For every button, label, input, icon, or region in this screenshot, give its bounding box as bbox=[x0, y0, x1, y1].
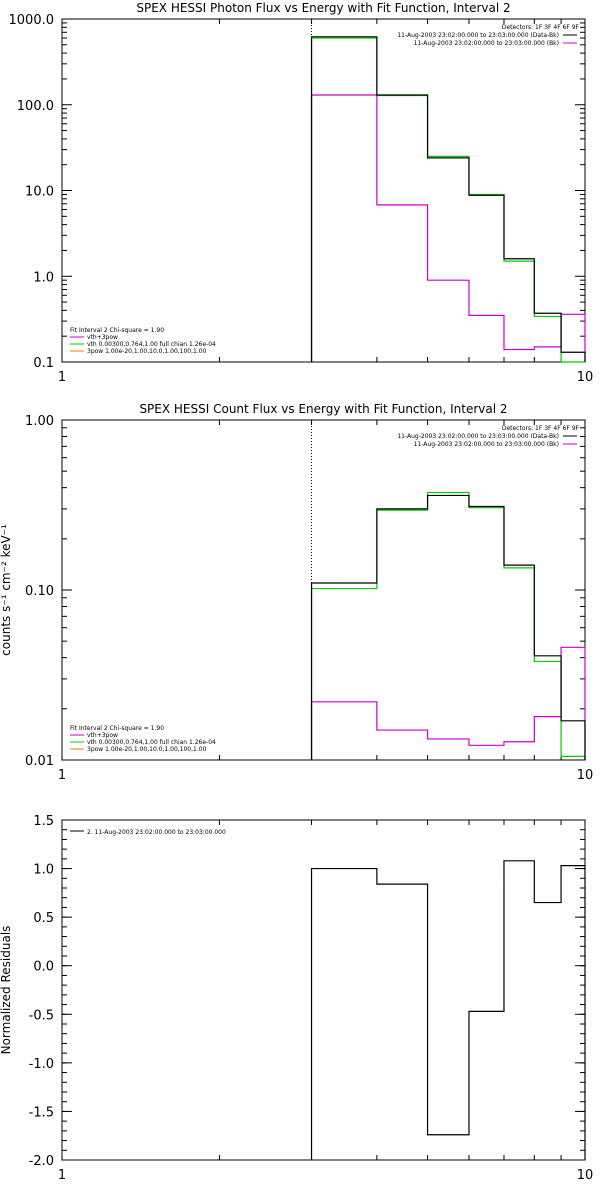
x-tick-label: 10 bbox=[577, 370, 594, 385]
y-axis-label: Normalized Residuals bbox=[0, 926, 13, 1055]
plot-frame bbox=[61, 419, 586, 761]
y-axis-label: counts s⁻¹ cm⁻² keV⁻¹ bbox=[0, 524, 13, 656]
y-tick-label: -2.0 bbox=[29, 1154, 54, 1169]
legend-label: vth 0.00300,0.764,1.00 full chian 1.26e-… bbox=[87, 341, 216, 348]
y-tick-label: 100.0 bbox=[17, 99, 54, 114]
y-tick-label: 0.10 bbox=[25, 584, 54, 599]
y-tick-label: 10.0 bbox=[25, 185, 54, 200]
legend-label: 11-Aug-2003 23:02:00.000 to 23:03:00.000… bbox=[397, 32, 559, 39]
y-tick-label: 0.1 bbox=[33, 356, 54, 371]
x-tick-label: 1 bbox=[58, 768, 66, 783]
y-tick-label: 0.0 bbox=[33, 960, 54, 975]
y-tick-label: -1.0 bbox=[29, 1057, 54, 1072]
chart-title: SPEX HESSI Count Flux vs Energy with Fit… bbox=[139, 402, 507, 416]
legend-fit-info: Fit Interval 2 Chi-square = 1.90 bbox=[70, 725, 164, 732]
x-tick-label: 1 bbox=[58, 370, 66, 385]
legend-label: 3pow 1.00e-20,1.00,10.0,1.00,100,1.00 bbox=[87, 348, 207, 355]
y-tick-label: 1.00 bbox=[25, 414, 54, 429]
y-tick-label: 1.0 bbox=[33, 863, 54, 878]
series-fit-2-line bbox=[310, 491, 586, 760]
y-tick-label: 1000.0 bbox=[9, 13, 55, 28]
series-fit-1-line bbox=[310, 646, 586, 760]
legend-label: vth+3pow bbox=[87, 732, 118, 739]
legend-label: 11-Aug-2003 23:02:00.000 to 23:03:00.000… bbox=[414, 441, 559, 448]
legend-detectors: Detectors: 1F 3F 4F 6F 9F bbox=[502, 24, 580, 31]
chart-panel-1: SPEX HESSI Photon Flux vs Energy with Fi… bbox=[9, 1, 594, 385]
x-tick-label: 10 bbox=[577, 1168, 594, 1183]
y-tick-label: 0.5 bbox=[33, 911, 54, 926]
y-tick-label: 1.5 bbox=[33, 814, 54, 829]
legend-label: 3pow 1.00e-20,1.00,10.0,1.00,100,1.00 bbox=[87, 746, 207, 753]
y-tick-label: 1.0 bbox=[33, 270, 54, 285]
y-tick-label: -0.5 bbox=[29, 1008, 54, 1023]
x-tick-label: 10 bbox=[577, 768, 594, 783]
legend-detectors: Detectors: 1F 3F 4F 6F 9F bbox=[502, 425, 580, 432]
legend-fit-info: Fit Interval 2 Chi-square = 1.90 bbox=[70, 327, 164, 334]
plot-frame bbox=[61, 819, 586, 1161]
legend-label: vth+3pow bbox=[87, 334, 118, 341]
y-tick-label: -1.5 bbox=[29, 1105, 54, 1120]
legend-label: 11-Aug-2003 23:02:00.000 to 23:03:00.000… bbox=[414, 40, 559, 47]
chart-panel-2: SPEX HESSI Count Flux vs Energy with Fit… bbox=[0, 402, 593, 783]
legend-label: 2. 11-Aug-2003 23:02:00.000 to 23:03:00.… bbox=[87, 829, 226, 836]
chart-panel-3: Normalized Residuals 1 10 -2.0 -1.5 -1.0 -0.5 0… bbox=[0, 814, 593, 1183]
x-tick-label: 1 bbox=[58, 1168, 66, 1183]
legend-label: vth 0.00300,0.764,1.00 full chian 1.26e-… bbox=[87, 739, 216, 746]
series-data-line bbox=[310, 494, 586, 760]
legend-label: 11-Aug-2003 23:02:00.000 to 23:03:00.000… bbox=[397, 433, 559, 440]
plot-frame bbox=[61, 18, 586, 363]
y-tick-label: 0.01 bbox=[25, 754, 54, 769]
series-fit-1-line bbox=[310, 94, 586, 362]
series-fit-0-line bbox=[310, 860, 586, 1160]
series-data-line bbox=[310, 36, 586, 362]
chart-title: SPEX HESSI Photon Flux vs Energy with Fi… bbox=[136, 1, 510, 15]
